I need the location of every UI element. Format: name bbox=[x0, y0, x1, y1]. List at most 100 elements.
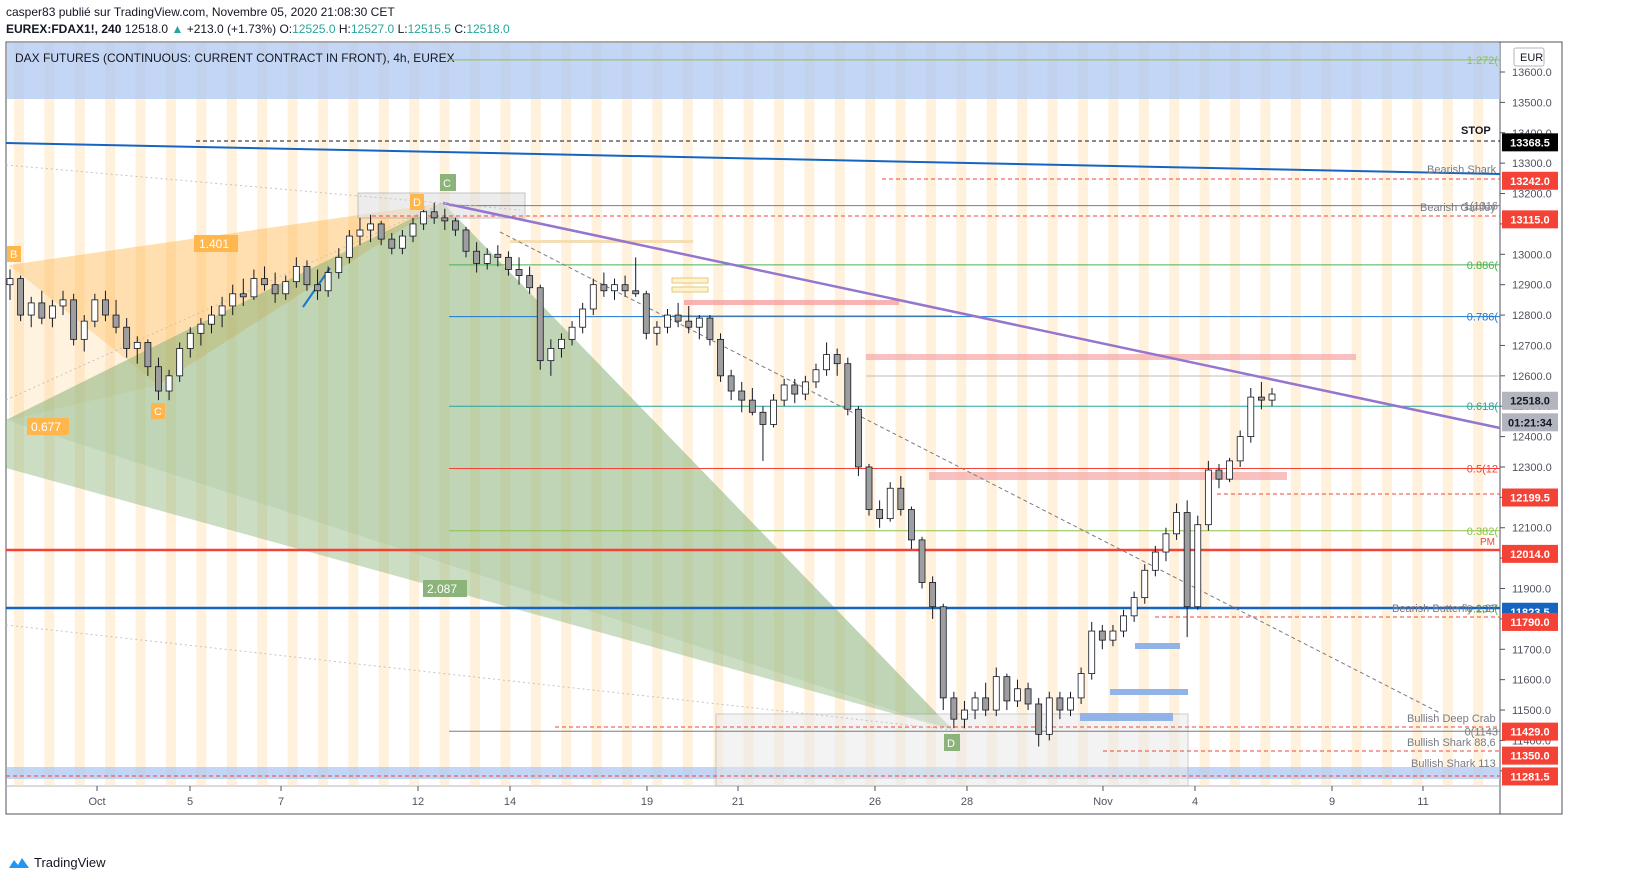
fib-label: 0(1143 bbox=[1465, 726, 1498, 738]
candle-body bbox=[664, 314, 671, 328]
candle-body bbox=[123, 326, 131, 349]
candle-body bbox=[632, 290, 640, 295]
price-tick-label: 12100.0 bbox=[1512, 523, 1552, 535]
session-stripe bbox=[1199, 43, 1210, 786]
price-label-text: 13368.5 bbox=[1510, 137, 1550, 149]
price-tick-label: 12700.0 bbox=[1512, 340, 1552, 352]
session-stripe bbox=[956, 43, 967, 786]
candle-body bbox=[303, 266, 311, 286]
time-tick-label: 5 bbox=[187, 796, 193, 808]
symbol-ohlc-line: EUREX:FDAX1!, 240 12518.0 ▲ +213.0 (+1.7… bbox=[6, 22, 510, 36]
price-change: +213.0 (+1.73%) bbox=[186, 22, 277, 36]
time-tick-label: 14 bbox=[504, 796, 516, 808]
candle-body bbox=[356, 229, 364, 237]
symbol-name[interactable]: EUREX:FDAX1!, 240 bbox=[6, 22, 122, 36]
high-value: 12527.0 bbox=[350, 22, 395, 36]
session-stripe bbox=[1412, 43, 1423, 786]
candle-body bbox=[239, 293, 247, 298]
candle-body bbox=[452, 220, 459, 231]
candle-body bbox=[133, 342, 141, 349]
candle-body bbox=[1067, 697, 1074, 711]
candle-body bbox=[250, 278, 258, 298]
price-tick-label: 12800.0 bbox=[1512, 310, 1552, 322]
candle-body bbox=[1215, 469, 1223, 480]
svg-text:D: D bbox=[947, 738, 955, 750]
session-stripe bbox=[682, 43, 693, 786]
candle-body bbox=[102, 299, 109, 316]
candle-body bbox=[674, 314, 682, 322]
candle-body bbox=[600, 284, 608, 292]
session-stripe bbox=[1230, 43, 1240, 786]
price-label-text: 12014.0 bbox=[1510, 549, 1550, 561]
candle-body bbox=[1194, 524, 1202, 608]
blue-zone-2 bbox=[1110, 689, 1188, 695]
blue-trend-line bbox=[5, 142, 1501, 175]
candle-body bbox=[812, 369, 820, 383]
change-arrow-icon: ▲ bbox=[171, 22, 184, 36]
candle-body bbox=[685, 320, 693, 328]
bullish-shark-886-annotation: Bullish Shark 88,6 bbox=[1407, 737, 1496, 749]
fib-retracement: 1.272(1(1316 0.886(0.786(0.618(0.5(12 0.38… bbox=[449, 55, 1500, 738]
candle-body bbox=[982, 697, 990, 711]
candle-body bbox=[1162, 533, 1170, 553]
price-label-box bbox=[1502, 722, 1558, 741]
session-stripe bbox=[895, 43, 906, 786]
session-stripe bbox=[865, 43, 876, 786]
price-label-box bbox=[1502, 171, 1558, 190]
bullish-deep-crab-annotation: Bullish Deep Crab bbox=[1407, 713, 1496, 725]
candle-body bbox=[653, 326, 661, 334]
candle-body bbox=[801, 381, 809, 395]
fib-label: 0.786( bbox=[1467, 312, 1499, 324]
price-tick-label: 11600.0 bbox=[1512, 675, 1551, 687]
pm-annotation: PM bbox=[1480, 537, 1495, 548]
time-tick-label: Oct bbox=[88, 796, 105, 808]
candle-body bbox=[568, 326, 576, 340]
footer-brand[interactable]: TradingView bbox=[34, 855, 106, 870]
currency-box[interactable] bbox=[1513, 47, 1545, 67]
price-label-box bbox=[1502, 544, 1558, 563]
candle-body bbox=[1236, 436, 1244, 462]
price-tick-label: 11500.0 bbox=[1512, 705, 1551, 717]
candle-body bbox=[27, 302, 35, 316]
candle-body bbox=[1077, 673, 1085, 699]
candle-body bbox=[823, 354, 830, 371]
candle-body bbox=[218, 305, 226, 316]
chart-frame bbox=[5, 41, 1563, 815]
time-tick-label: 9 bbox=[1329, 796, 1335, 808]
ratio-label-2087: 2.087 bbox=[423, 580, 467, 597]
candle-body bbox=[1024, 688, 1032, 705]
candle-body bbox=[1035, 703, 1043, 735]
open-label: O: bbox=[279, 22, 293, 36]
close-value: 12518.0 bbox=[466, 22, 510, 36]
session-stripe bbox=[1169, 43, 1180, 786]
time-tick-label: 11 bbox=[1417, 796, 1428, 808]
candle-body bbox=[292, 266, 300, 283]
time-tick-label: 4 bbox=[1192, 796, 1198, 808]
svg-text:1.401: 1.401 bbox=[199, 237, 229, 251]
session-stripe bbox=[774, 43, 784, 786]
price-tick-label: 12600.0 bbox=[1512, 371, 1552, 383]
candle-body bbox=[1151, 551, 1159, 571]
candle-body bbox=[961, 709, 968, 720]
time-tick-label: 21 bbox=[732, 796, 744, 808]
close-label: C: bbox=[454, 22, 467, 36]
candle-body bbox=[38, 302, 46, 319]
session-stripe bbox=[1442, 43, 1453, 786]
candle-body bbox=[229, 293, 237, 307]
time-tick-label: Nov bbox=[1093, 796, 1113, 808]
time-axis[interactable]: Oct 5 7 12 14 19 21 26 28 Nov 4 9 11 bbox=[88, 786, 1429, 808]
bearish-butterfly-annotation: Bearish Butterfly 1,27 bbox=[1392, 603, 1497, 615]
session-stripe bbox=[1260, 43, 1271, 786]
svg-text:0.677: 0.677 bbox=[31, 420, 61, 434]
pattern-label-c-orange: C bbox=[151, 403, 165, 419]
candle-body bbox=[706, 317, 714, 340]
svg-text:B: B bbox=[10, 249, 17, 261]
session-stripe bbox=[1138, 43, 1149, 786]
candle-body bbox=[1268, 393, 1276, 401]
price-label-text: 01:21:34 bbox=[1508, 417, 1553, 429]
candle-body bbox=[611, 284, 618, 292]
candlesticks bbox=[6, 202, 1276, 747]
session-stripe bbox=[1382, 43, 1392, 786]
fib-label: 0.382( bbox=[1467, 526, 1499, 538]
